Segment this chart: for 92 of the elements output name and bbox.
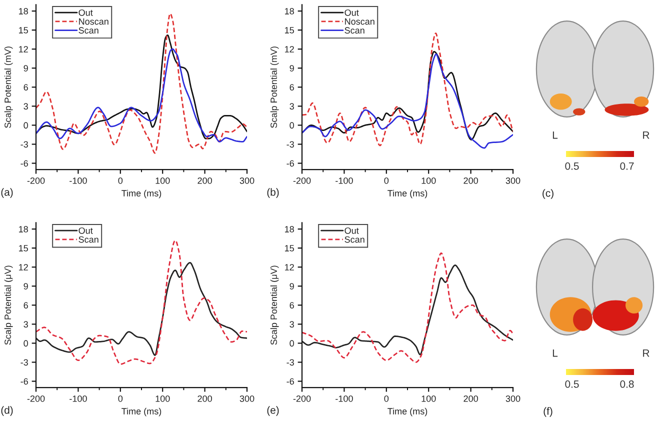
y-tick-label: 6 [24,84,28,91]
text: (c) [542,189,554,199]
x-tick-label: 100 [156,395,170,402]
y-tick-label: 0 [24,340,28,347]
x-tick-label: 0 [118,395,123,402]
legend-label: Out [344,9,359,16]
y-tick-label: -3 [20,359,28,366]
y-tick-label: 6 [290,302,294,309]
y-tick-label: 9 [290,283,294,290]
text: (e) [267,406,279,416]
y-tick-label: -6 [20,378,28,385]
y-tick-label: 3 [290,103,294,110]
x-tick-label: -100 [70,395,87,402]
legend-label: Scan [344,236,364,243]
y-tick-label: 0 [290,122,294,129]
x-axis-title: Time (ms) [122,190,162,198]
x-tick-label: 200 [198,177,212,184]
y-axis-title: Scalp Potential (μV) [4,266,13,345]
text: (b) [267,188,279,198]
y-tick-label: 15 [285,27,294,34]
x-tick-label: 100 [156,177,170,184]
text: L [552,350,558,357]
x-axis-title: Time (ms) [388,408,428,416]
y-tick-label: 15 [285,245,294,252]
text: 0.7 [620,162,634,170]
text: 0.8 [620,380,634,388]
x-axis-title: Time (ms) [388,190,428,198]
y-tick-label: -6 [20,160,28,167]
x-tick-label: 200 [198,395,212,402]
x-tick-label: -200 [27,177,45,184]
legend-label: Out [344,227,359,234]
x-tick-label: 300 [240,395,254,402]
text: 0.5 [565,380,579,388]
y-tick-label: -6 [286,160,294,167]
y-tick-label: 3 [290,321,294,328]
y-tick-label: 18 [285,8,294,14]
x-tick-label: -100 [336,177,353,184]
legend-label: Scan [78,27,98,34]
y-tick-label: 9 [24,65,28,72]
x-tick-label: 300 [506,177,520,184]
y-tick-label: -3 [286,359,294,366]
y-axis-title: Scalp Potential (mV) [4,46,13,128]
text: (a) [1,188,13,198]
x-tick-label: -200 [27,395,45,402]
y-tick-label: 12 [285,46,294,52]
x-tick-label: 100 [422,395,436,402]
x-tick-label: 0 [118,177,123,184]
y-tick-label: 15 [19,27,28,34]
legend-label: Out [78,9,93,16]
legend-label: Out [78,227,93,234]
x-tick-label: -200 [293,395,311,402]
y-tick-label: 6 [24,302,28,309]
text: (f) [544,407,552,417]
x-tick-label: -200 [293,177,311,184]
x-tick-label: 300 [506,395,520,402]
y-tick-label: 18 [19,8,28,14]
x-tick-label: 200 [464,177,478,184]
legend-label: Noscan [79,18,108,25]
x-tick-label: 300 [240,177,254,184]
text: R [643,132,650,139]
x-tick-label: 100 [422,177,436,184]
x-tick-label: 200 [464,395,478,402]
y-tick-label: 0 [290,340,294,347]
y-tick-label: 12 [285,264,294,270]
y-tick-label: -3 [20,141,28,148]
y-tick-label: 18 [19,226,28,232]
y-tick-label: 12 [19,46,28,52]
x-axis-title: Time (ms) [122,408,162,416]
text: (d) [1,406,13,416]
y-tick-label: 18 [285,226,294,232]
y-tick-label: 9 [24,283,28,290]
text: 0.5 [565,162,579,170]
text: L [552,132,558,139]
y-tick-label: 15 [19,245,28,252]
y-tick-label: 12 [19,264,28,270]
y-tick-label: 3 [24,321,28,328]
y-tick-label: 0 [24,122,28,129]
x-tick-label: 0 [384,177,389,184]
legend-label: Scan [344,27,364,34]
legend-label: Scan [78,236,98,243]
y-tick-label: 6 [290,84,294,91]
x-tick-label: -100 [70,177,87,184]
y-axis-title: Scalp Potential (μV) [270,266,279,345]
y-tick-label: 9 [290,65,294,72]
y-axis-title: Scalp Potential (mV) [270,46,279,128]
y-tick-label: -6 [286,378,294,385]
y-tick-label: 3 [24,103,28,110]
text: R [643,350,650,357]
x-tick-label: 0 [384,395,389,402]
legend-label: Noscan [345,18,374,25]
y-tick-label: -3 [286,141,294,148]
x-tick-label: -100 [336,395,353,402]
